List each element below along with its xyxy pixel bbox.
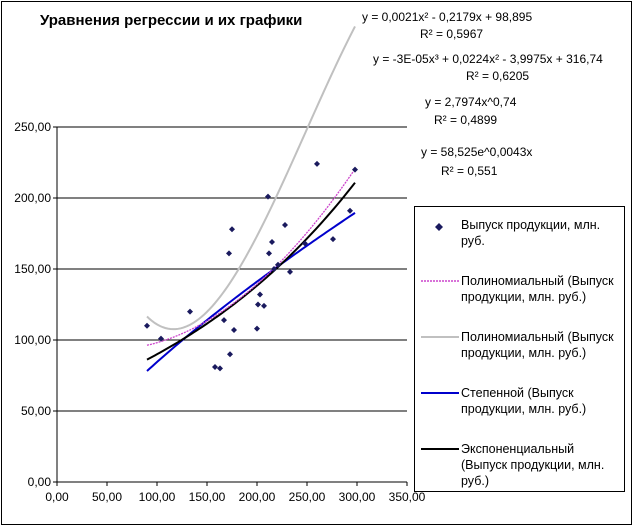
legend-line-poly3: [421, 336, 459, 338]
tick-label-x: 250,00: [289, 490, 326, 504]
data-point: [187, 308, 193, 315]
r2-power: R² = 0,4899: [434, 113, 497, 127]
trendline-exp: [146, 182, 356, 361]
equation-power: y = 2,7974x^0,74: [425, 95, 516, 109]
tick-label-y: 200,00: [14, 191, 51, 205]
legend-label-exp: Экспоненциальный (Выпуск продукции, млн.…: [461, 442, 605, 488]
gridlines: [57, 126, 407, 412]
data-point: [257, 291, 263, 298]
tick-label-y: 100,00: [14, 333, 51, 347]
r2-poly2: R² = 0,5967: [420, 27, 483, 41]
data-point: [229, 226, 235, 233]
data-point: [231, 327, 237, 334]
equation-poly3-text: y = -3E-05x³ + 0,0224x² - 3,9975x + 316,…: [373, 52, 603, 66]
tick-label-y: 50,00: [21, 404, 51, 418]
data-point: [217, 365, 223, 372]
data-point: [226, 250, 232, 257]
chart-title: Уравнения регрессии и их графики: [40, 12, 303, 29]
tick-label-x: 50,00: [92, 490, 122, 504]
data-points: [144, 160, 358, 372]
equation-poly2-text: y = 0,0021x² - 0,2179x + 98,895: [362, 10, 533, 24]
legend: Выпуск продукции, млн. руб. Полиномиальн…: [414, 206, 625, 492]
tick-label-x: 0,00: [45, 490, 69, 504]
legend-label-power: Степенной (Выпуск продукции, млн. руб.): [461, 386, 587, 416]
equation-exp-text: y = 58,525e^0,0043x: [421, 145, 533, 159]
data-point: [266, 250, 272, 257]
legend-line-exp: [421, 448, 459, 450]
equation-power-text: y = 2,7974x^0,74: [425, 95, 517, 109]
equation-poly2: y = 0,0021x² - 0,2179x + 98,895: [362, 10, 532, 24]
data-point: [221, 317, 227, 324]
r2-poly2-text: R² = 0,5967: [420, 27, 484, 41]
data-point: [347, 207, 353, 214]
tick-label-x: 100,00: [139, 490, 176, 504]
data-point: [261, 302, 267, 309]
data-point: [352, 166, 358, 173]
tick-label-x: 300,00: [339, 490, 376, 504]
data-point: [212, 363, 218, 370]
data-point: [282, 221, 288, 228]
data-point: [227, 351, 233, 358]
data-point: [265, 193, 271, 200]
r2-exp: R² = 0,551: [441, 164, 497, 178]
equation-poly3: y = -3E-05x³ + 0,0224x² - 3,9975x + 316,…: [373, 52, 603, 66]
tick-label-x: 150,00: [189, 490, 226, 504]
data-point: [302, 240, 308, 247]
trendline-poly3: [146, 26, 356, 331]
legend-line-power: [421, 392, 459, 394]
legend-label-points: Выпуск продукции, млн. руб.: [461, 218, 601, 248]
equation-exp: y = 58,525e^0,0043x: [421, 145, 532, 159]
data-point: [314, 160, 320, 167]
data-point: [254, 325, 260, 332]
tick-label-x: 200,00: [239, 490, 276, 504]
data-point: [287, 268, 293, 275]
trendline-poly2: [146, 168, 356, 346]
data-point: [330, 236, 336, 243]
trendline-power: [146, 212, 356, 372]
trendlines: [146, 26, 356, 372]
tick-label-y: 150,00: [14, 262, 51, 276]
data-point: [271, 266, 277, 272]
data-point: [144, 322, 150, 329]
data-point: [269, 239, 275, 246]
legend-label-poly2: Полиномиальный (Выпуск продукции, млн. р…: [461, 274, 614, 304]
r2-poly3-text: R² = 0,6205: [466, 69, 530, 83]
tick-label-x: 350,00: [389, 490, 426, 504]
r2-poly3: R² = 0,6205: [466, 69, 529, 83]
r2-power-text: R² = 0,4899: [434, 113, 498, 127]
axes: [53, 126, 408, 486]
data-point: [275, 261, 281, 268]
legend-marker-points: [435, 223, 443, 231]
data-point: [255, 301, 261, 308]
tick-label-y: 0,00: [28, 475, 52, 489]
tick-label-y: 250,00: [14, 120, 51, 134]
r2-exp-text: R² = 0,551: [441, 164, 498, 178]
legend-line-poly2: [421, 280, 459, 282]
tick-labels: 0,00 50,00 100,00 150,00 200,00 250,00 0,00 50,…: [14, 120, 425, 504]
legend-label-poly3: Полиномиальный (Выпуск продукции, млн. р…: [461, 330, 614, 360]
data-point: [158, 335, 164, 342]
